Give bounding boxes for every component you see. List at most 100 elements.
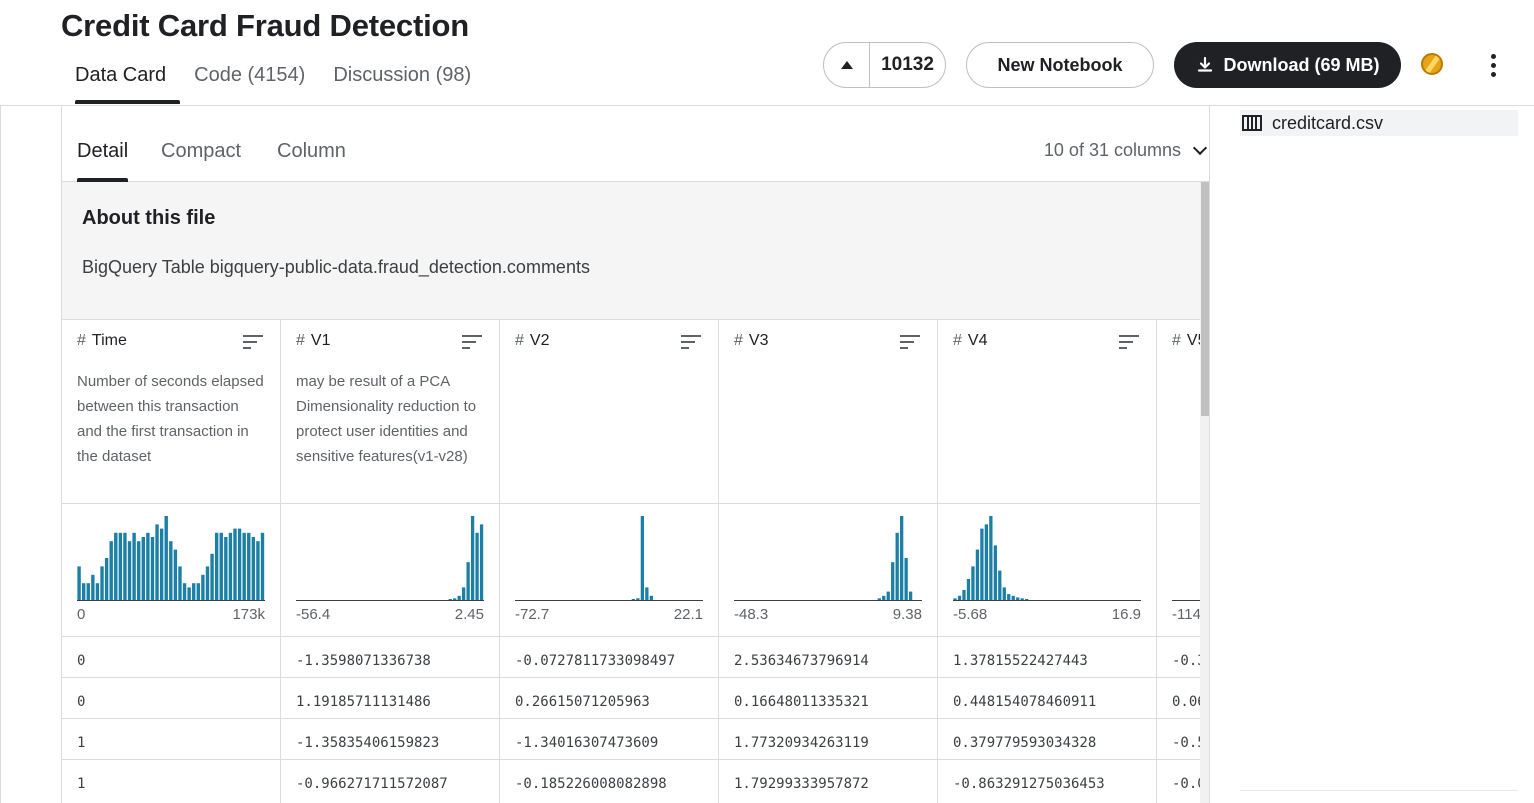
histogram-bar[interactable] [155, 524, 159, 600]
histogram-bar[interactable] [895, 532, 899, 600]
histogram-bar[interactable] [904, 558, 908, 600]
histogram-bar[interactable] [975, 549, 980, 600]
histogram-bar[interactable] [479, 524, 484, 600]
tab-code[interactable]: Code (4154) [194, 64, 306, 86]
sort-icon[interactable] [681, 335, 701, 349]
sort-icon[interactable] [1119, 335, 1139, 349]
histogram-bar[interactable] [645, 587, 649, 600]
table-cell[interactable]: -0.966271711572087 [296, 776, 448, 792]
column-header[interactable]: # V1 [296, 332, 330, 350]
histogram-bar[interactable] [141, 537, 145, 600]
histogram-bar[interactable] [210, 553, 214, 600]
histogram-bar[interactable] [998, 570, 1002, 600]
histogram-bar[interactable] [182, 583, 187, 600]
histogram-bar[interactable] [247, 532, 251, 600]
table-cell[interactable]: -0.0727811733098497 [515, 653, 676, 669]
histogram-bar[interactable] [192, 583, 196, 600]
table-cell[interactable]: 0.26615071205963 [515, 694, 650, 710]
histogram-bar[interactable] [636, 598, 640, 600]
histogram-bar[interactable] [953, 598, 957, 600]
histogram-bar[interactable] [631, 599, 636, 600]
histogram-bar[interactable] [91, 574, 95, 600]
histogram-bar[interactable] [462, 587, 466, 600]
histogram-bar[interactable] [159, 528, 164, 600]
column-header[interactable]: # V3 [734, 332, 768, 350]
table-cell[interactable]: 1.19185711131486 [296, 694, 431, 710]
histogram-bar[interactable] [457, 595, 461, 600]
histogram-bar[interactable] [100, 566, 104, 600]
columns-selector[interactable]: 10 of 31 columns [1044, 140, 1208, 161]
table-cell[interactable]: 0.16648011335321 [734, 694, 869, 710]
histogram-bar[interactable] [1016, 597, 1020, 600]
histogram-bar[interactable] [1025, 599, 1029, 600]
table-cell[interactable]: -0.503198133318193 [1172, 735, 1200, 751]
table-cell[interactable]: -1.3598071336738 [296, 653, 431, 669]
table-cell[interactable]: 0 [77, 653, 86, 669]
table-cell[interactable]: -0.185226008082898 [515, 776, 667, 792]
histogram-bar[interactable] [132, 532, 136, 600]
histogram-bar[interactable] [205, 566, 210, 600]
histogram-bar[interactable] [178, 566, 182, 600]
histogram-bar[interactable] [196, 583, 201, 600]
histogram-bar[interactable] [164, 516, 168, 600]
sort-icon[interactable] [462, 335, 482, 349]
histogram-bar[interactable] [1020, 598, 1024, 600]
column-header[interactable]: # V5 [1172, 332, 1200, 350]
histogram-bar[interactable] [251, 537, 256, 600]
histogram-bar[interactable] [882, 595, 886, 600]
histogram-bar[interactable] [169, 541, 173, 600]
histogram-bar[interactable] [966, 579, 971, 600]
histogram-bar[interactable] [118, 532, 123, 600]
histogram-bar[interactable] [214, 532, 219, 600]
histogram-bar[interactable] [980, 528, 984, 600]
tab-column[interactable]: Column [277, 140, 346, 162]
histogram-bar[interactable] [219, 532, 223, 600]
tab-detail[interactable]: Detail [77, 140, 129, 182]
histogram-bar[interactable] [971, 566, 975, 600]
table-cell[interactable]: -1.34016307473609 [515, 735, 659, 751]
histogram-bar[interactable] [114, 532, 118, 600]
table-cell[interactable]: -0.0103088796030823 [1172, 776, 1200, 792]
table-cell[interactable]: 0.448154078460911 [953, 694, 1097, 710]
histogram-bar[interactable] [957, 595, 962, 600]
new-notebook-button[interactable]: New Notebook [966, 42, 1154, 88]
histogram-bar[interactable] [260, 532, 265, 600]
histogram-bar[interactable] [877, 598, 881, 600]
histogram-bar[interactable] [224, 537, 228, 600]
histogram-bar[interactable] [173, 549, 178, 600]
histogram-bar[interactable] [470, 516, 475, 600]
histogram-bar[interactable] [1007, 594, 1011, 600]
histogram-bar[interactable] [95, 583, 100, 600]
histogram-bar[interactable] [123, 532, 127, 600]
histogram-bar[interactable] [900, 516, 904, 600]
histogram-bar[interactable] [886, 591, 890, 600]
histogram-bar[interactable] [256, 541, 260, 600]
histogram-bar[interactable] [475, 532, 479, 600]
histogram-bar[interactable] [242, 532, 246, 600]
histogram-bar[interactable] [989, 516, 993, 600]
histogram-bar[interactable] [649, 595, 653, 600]
table-cell[interactable]: 2.53634673796914 [734, 653, 869, 669]
scrollbar-track[interactable] [1200, 182, 1209, 803]
histogram-bar[interactable] [1002, 587, 1006, 600]
column-header[interactable]: # V2 [515, 332, 549, 350]
histogram-bar[interactable] [984, 524, 989, 600]
column-header[interactable]: # V4 [953, 332, 987, 350]
histogram-bar[interactable] [993, 545, 997, 600]
histogram-bar[interactable] [127, 541, 132, 600]
histogram-bar[interactable] [77, 566, 81, 600]
table-cell[interactable]: 1 [77, 776, 86, 792]
sort-icon[interactable] [900, 335, 920, 349]
histogram-bar[interactable] [453, 598, 457, 600]
histogram-bar[interactable] [448, 599, 452, 600]
tab-data-card[interactable]: Data Card [61, 60, 181, 104]
table-cell[interactable]: 1.37815522427443 [953, 653, 1088, 669]
column-header[interactable]: # Time [77, 332, 127, 350]
table-cell[interactable]: 0.379779593034328 [953, 735, 1097, 751]
file-list-item[interactable]: creditcard.csv [1240, 110, 1518, 136]
histogram-bar[interactable] [146, 532, 150, 600]
table-cell[interactable]: 0 [77, 694, 86, 710]
table-cell[interactable]: 1.79299333957872 [734, 776, 869, 792]
table-cell[interactable]: 0.0600176492822243 [1172, 694, 1200, 710]
histogram-bar[interactable] [228, 532, 233, 600]
